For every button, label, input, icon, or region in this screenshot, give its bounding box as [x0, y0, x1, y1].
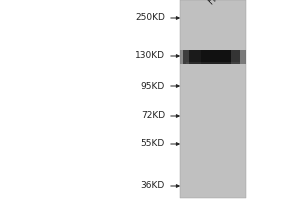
Bar	[180, 50, 183, 64]
Text: 130KD: 130KD	[135, 51, 165, 60]
Bar	[180, 0, 246, 198]
Text: 72KD: 72KD	[141, 112, 165, 120]
Bar	[186, 62, 240, 64]
Text: HepG2: HepG2	[206, 0, 236, 6]
Bar	[201, 50, 231, 64]
Bar	[183, 50, 189, 64]
Bar	[231, 50, 240, 64]
Text: 55KD: 55KD	[141, 140, 165, 148]
Text: 95KD: 95KD	[141, 82, 165, 90]
Text: 36KD: 36KD	[141, 182, 165, 190]
Bar	[189, 50, 201, 64]
Text: 250KD: 250KD	[135, 14, 165, 22]
Bar	[240, 50, 246, 64]
